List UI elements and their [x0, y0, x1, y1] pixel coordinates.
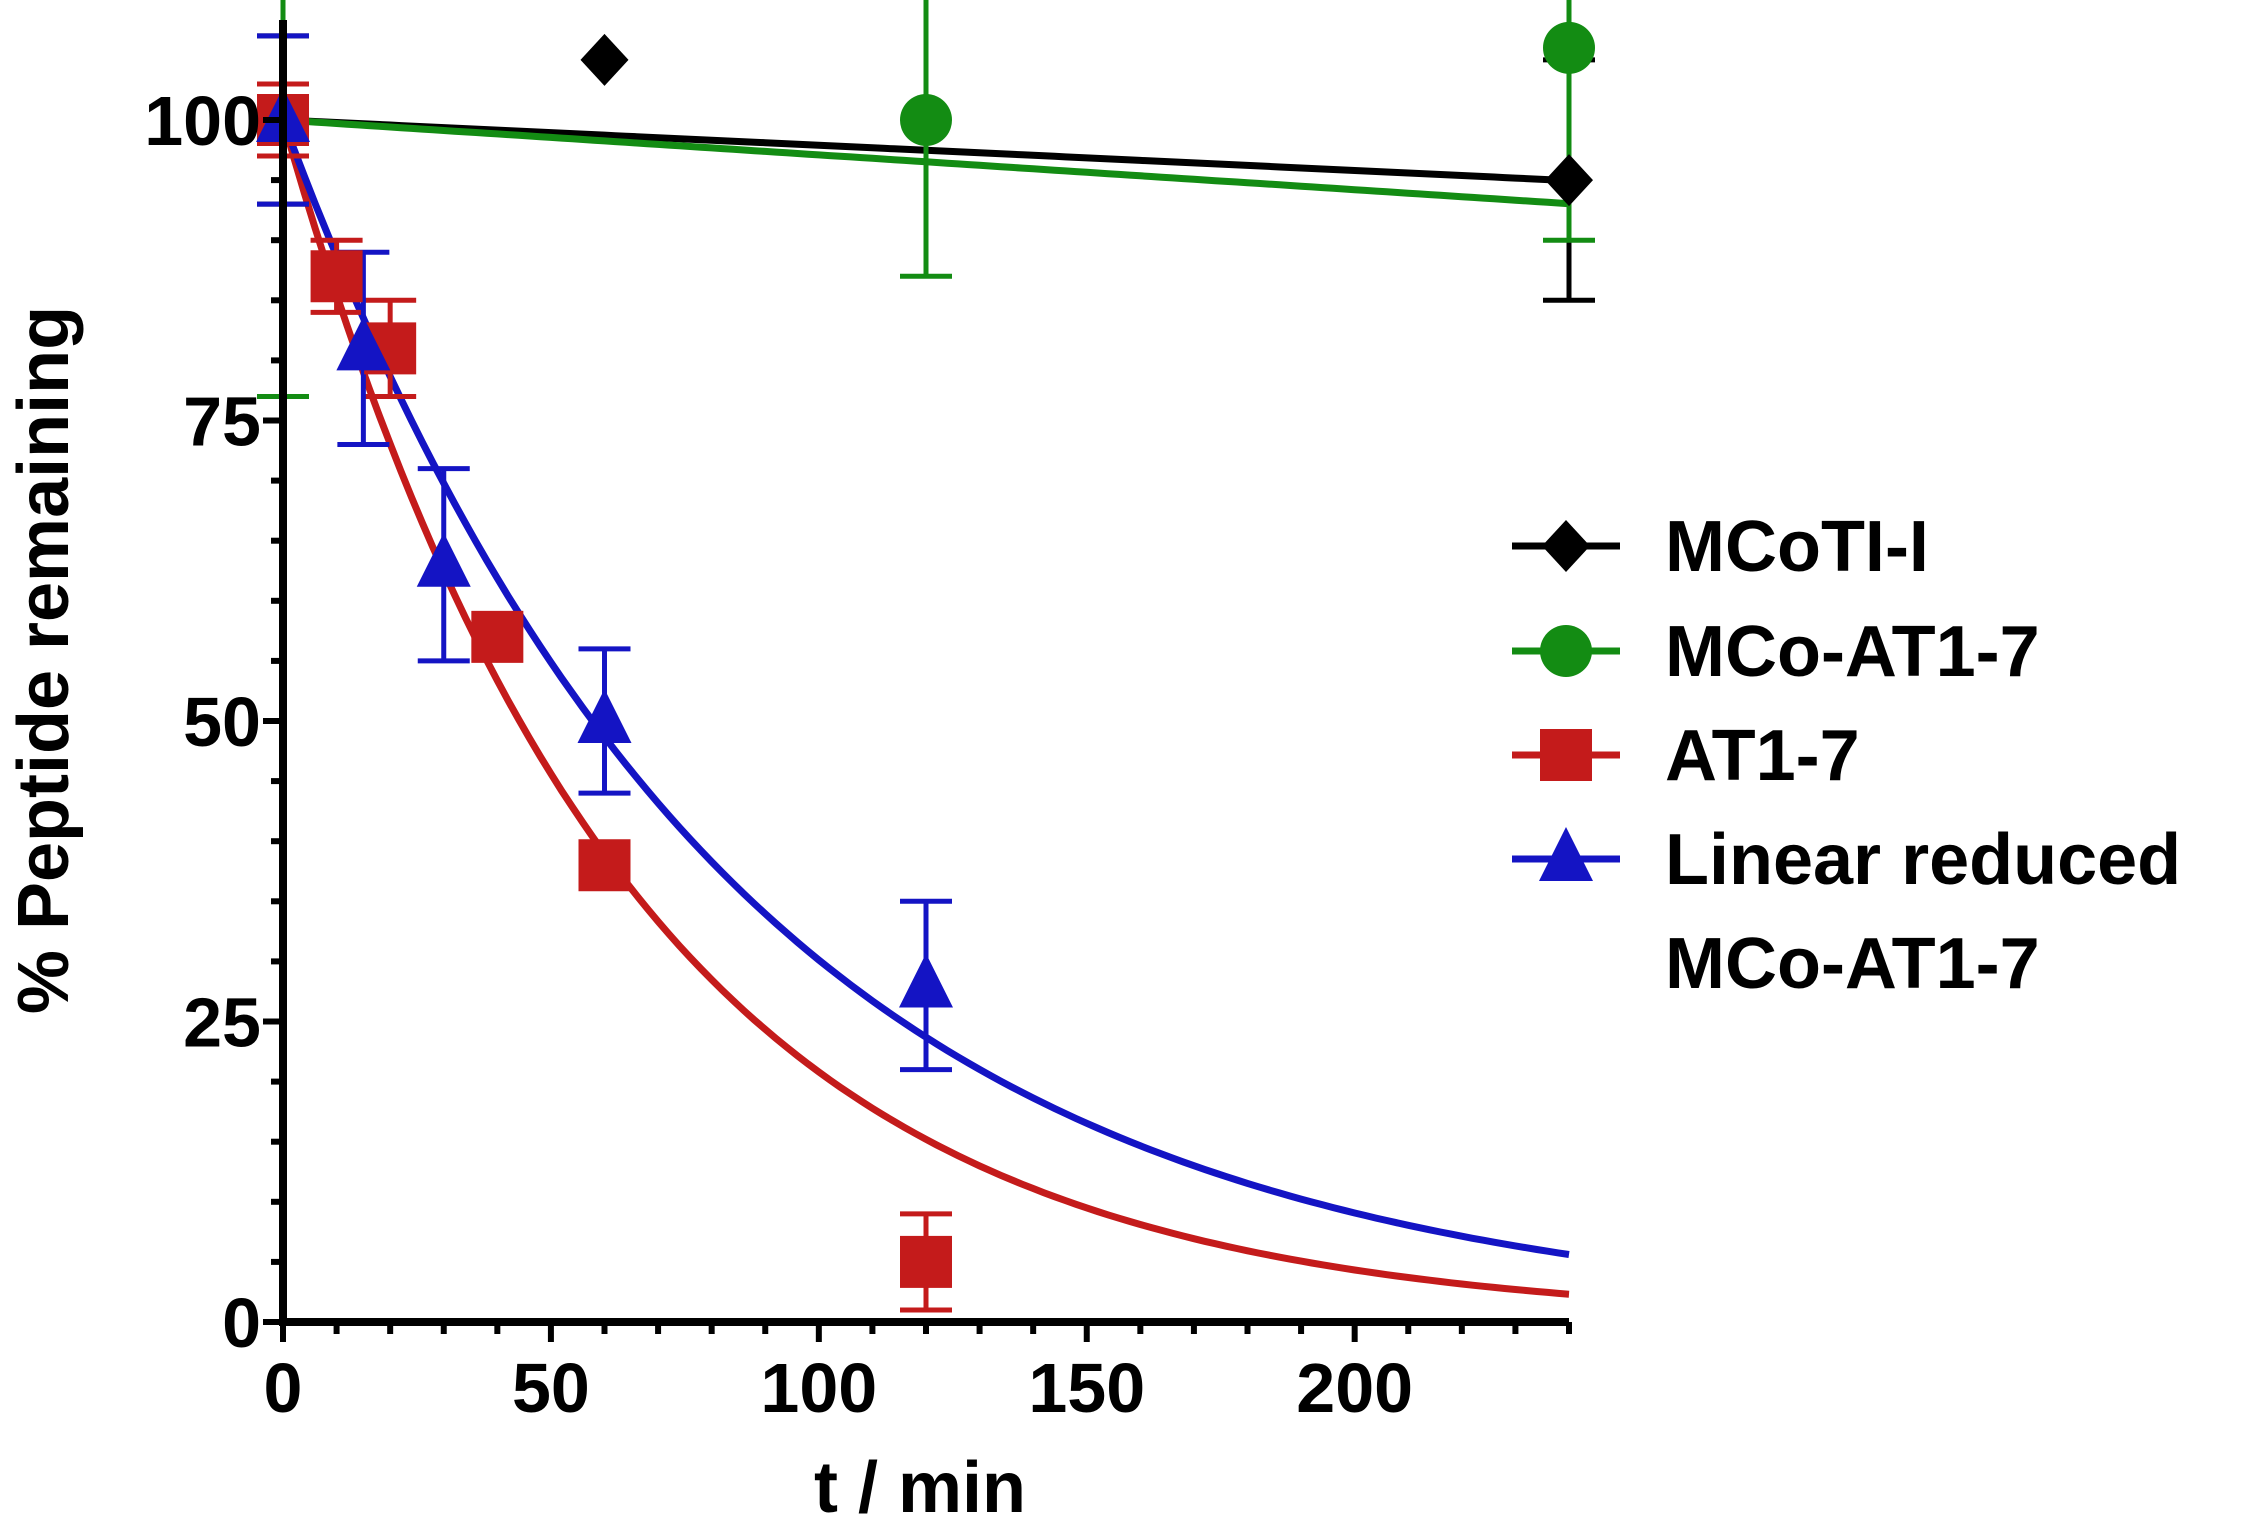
legend-marker [1539, 827, 1593, 881]
legend-label: MCo-AT1-7 [1665, 612, 2040, 692]
data-point [1543, 21, 1595, 74]
y-tick-label: 25 [183, 984, 261, 1062]
data-point [336, 316, 391, 371]
legend-marker [1540, 729, 1592, 781]
data-point [310, 250, 363, 303]
x-axis-title: t / min [814, 1448, 1026, 1526]
data-point [900, 1235, 952, 1288]
data-point [416, 532, 471, 587]
data-point [899, 953, 953, 1008]
y-tick-label: 100 [144, 82, 261, 160]
legend-label: Linear reduced [1665, 820, 2181, 900]
fit-curve [279, 118, 1570, 1258]
legend: MCoTI-I MCo-AT1-7 AT1-7 Linear reduced MCo-A… [1512, 507, 2181, 1004]
x-tick-label: 100 [760, 1349, 877, 1427]
data-markers [256, 21, 1595, 1288]
legend-label: MCo-AT1-7 [1665, 924, 2040, 1004]
legend-marker [1540, 625, 1592, 677]
fit-curves [279, 116, 1570, 1298]
error-bars [257, 0, 1595, 1313]
fit-curve [279, 119, 1570, 1298]
x-tick-label: 50 [512, 1349, 590, 1427]
data-point [577, 689, 632, 743]
y-tick-label: 75 [183, 383, 261, 461]
y-tick-label: 0 [222, 1284, 261, 1362]
x-tick-label: 200 [1296, 1349, 1413, 1427]
data-point [1545, 154, 1593, 207]
x-tick-label: 0 [264, 1349, 303, 1427]
legend-marker [1542, 520, 1590, 572]
legend-label: AT1-7 [1665, 716, 1860, 796]
data-point [471, 610, 524, 663]
legend-label: MCoTI-I [1665, 507, 1929, 587]
data-point [900, 94, 952, 146]
data-point [578, 839, 631, 892]
y-tick-label: 50 [183, 683, 261, 761]
x-tick-label: 150 [1028, 1349, 1145, 1427]
axes: 0 25 50 75 100 0 50 100 150 200 [144, 20, 1572, 1427]
data-point [580, 33, 629, 86]
y-axis-title: % Peptide remaining [4, 306, 84, 1014]
